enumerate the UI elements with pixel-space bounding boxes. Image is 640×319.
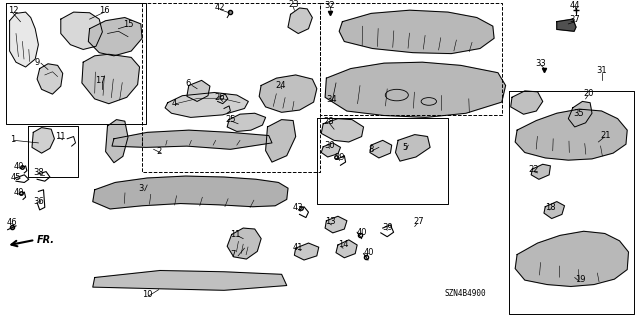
Polygon shape xyxy=(10,12,38,67)
Text: SZN4B4900: SZN4B4900 xyxy=(445,289,486,298)
Text: 34: 34 xyxy=(326,95,337,104)
Text: 29: 29 xyxy=(334,153,344,162)
Polygon shape xyxy=(339,10,494,54)
Text: 28: 28 xyxy=(324,117,335,126)
Text: 35: 35 xyxy=(573,109,584,118)
Polygon shape xyxy=(288,8,312,33)
Text: 2: 2 xyxy=(157,147,162,156)
Text: 40: 40 xyxy=(364,248,374,257)
Polygon shape xyxy=(294,243,319,260)
Text: 36: 36 xyxy=(33,197,44,206)
Text: 45: 45 xyxy=(10,173,20,182)
Polygon shape xyxy=(515,109,627,160)
Text: 40: 40 xyxy=(357,228,367,237)
Polygon shape xyxy=(61,12,102,49)
Text: 23: 23 xyxy=(288,0,299,9)
Text: 7: 7 xyxy=(230,250,236,259)
Text: 14: 14 xyxy=(338,241,348,249)
Polygon shape xyxy=(557,19,576,31)
Text: 19: 19 xyxy=(575,275,585,284)
Text: 46: 46 xyxy=(6,218,17,227)
Text: 21: 21 xyxy=(600,131,611,140)
Polygon shape xyxy=(106,120,128,163)
Text: 15: 15 xyxy=(123,20,133,29)
Text: 37: 37 xyxy=(570,15,580,24)
Polygon shape xyxy=(227,113,266,131)
Text: 40: 40 xyxy=(14,189,24,197)
Text: 20: 20 xyxy=(584,89,594,98)
Text: 1: 1 xyxy=(10,135,15,144)
Polygon shape xyxy=(321,119,364,142)
Text: 41: 41 xyxy=(293,243,303,252)
Text: FR.: FR. xyxy=(37,235,55,245)
Polygon shape xyxy=(266,120,296,162)
Polygon shape xyxy=(88,18,142,56)
Text: 25: 25 xyxy=(225,115,236,124)
Text: 42: 42 xyxy=(214,4,225,12)
Polygon shape xyxy=(93,176,288,209)
Text: 27: 27 xyxy=(413,217,424,226)
Polygon shape xyxy=(531,164,550,179)
Polygon shape xyxy=(336,240,357,258)
Text: 30: 30 xyxy=(324,141,335,150)
Text: 43: 43 xyxy=(293,204,304,212)
Text: 39: 39 xyxy=(383,223,394,232)
Polygon shape xyxy=(32,128,54,153)
Polygon shape xyxy=(187,80,210,101)
Polygon shape xyxy=(325,62,506,117)
Text: 31: 31 xyxy=(596,66,607,75)
Polygon shape xyxy=(568,101,592,127)
Polygon shape xyxy=(396,135,430,161)
Polygon shape xyxy=(259,75,317,112)
Polygon shape xyxy=(165,93,248,117)
Polygon shape xyxy=(93,271,287,290)
Text: 8: 8 xyxy=(369,145,374,154)
Polygon shape xyxy=(227,228,261,259)
Text: 12: 12 xyxy=(8,6,18,15)
Polygon shape xyxy=(82,54,140,104)
Text: 17: 17 xyxy=(95,76,106,85)
Text: 11: 11 xyxy=(230,230,241,239)
Polygon shape xyxy=(544,202,564,219)
Polygon shape xyxy=(515,231,628,286)
Polygon shape xyxy=(370,140,392,158)
Text: 26: 26 xyxy=(214,93,225,102)
Polygon shape xyxy=(37,64,63,94)
Text: 6: 6 xyxy=(186,79,191,88)
Text: 38: 38 xyxy=(33,168,44,177)
Polygon shape xyxy=(321,143,340,157)
Text: 4: 4 xyxy=(172,99,177,108)
Polygon shape xyxy=(511,91,543,114)
Text: 5: 5 xyxy=(402,143,407,152)
Text: 11: 11 xyxy=(55,132,65,141)
Text: 22: 22 xyxy=(529,165,539,174)
Text: 16: 16 xyxy=(99,6,110,15)
Text: 44: 44 xyxy=(570,1,580,10)
Text: 9: 9 xyxy=(35,58,40,67)
Polygon shape xyxy=(112,130,272,149)
Text: 3: 3 xyxy=(138,184,143,193)
Text: 24: 24 xyxy=(275,81,285,90)
Text: 18: 18 xyxy=(545,204,556,212)
Text: 40: 40 xyxy=(14,162,24,171)
Text: 32: 32 xyxy=(324,1,335,10)
Polygon shape xyxy=(325,216,347,233)
Text: 10: 10 xyxy=(142,290,152,299)
Text: 33: 33 xyxy=(535,59,546,68)
Text: 13: 13 xyxy=(325,217,336,226)
